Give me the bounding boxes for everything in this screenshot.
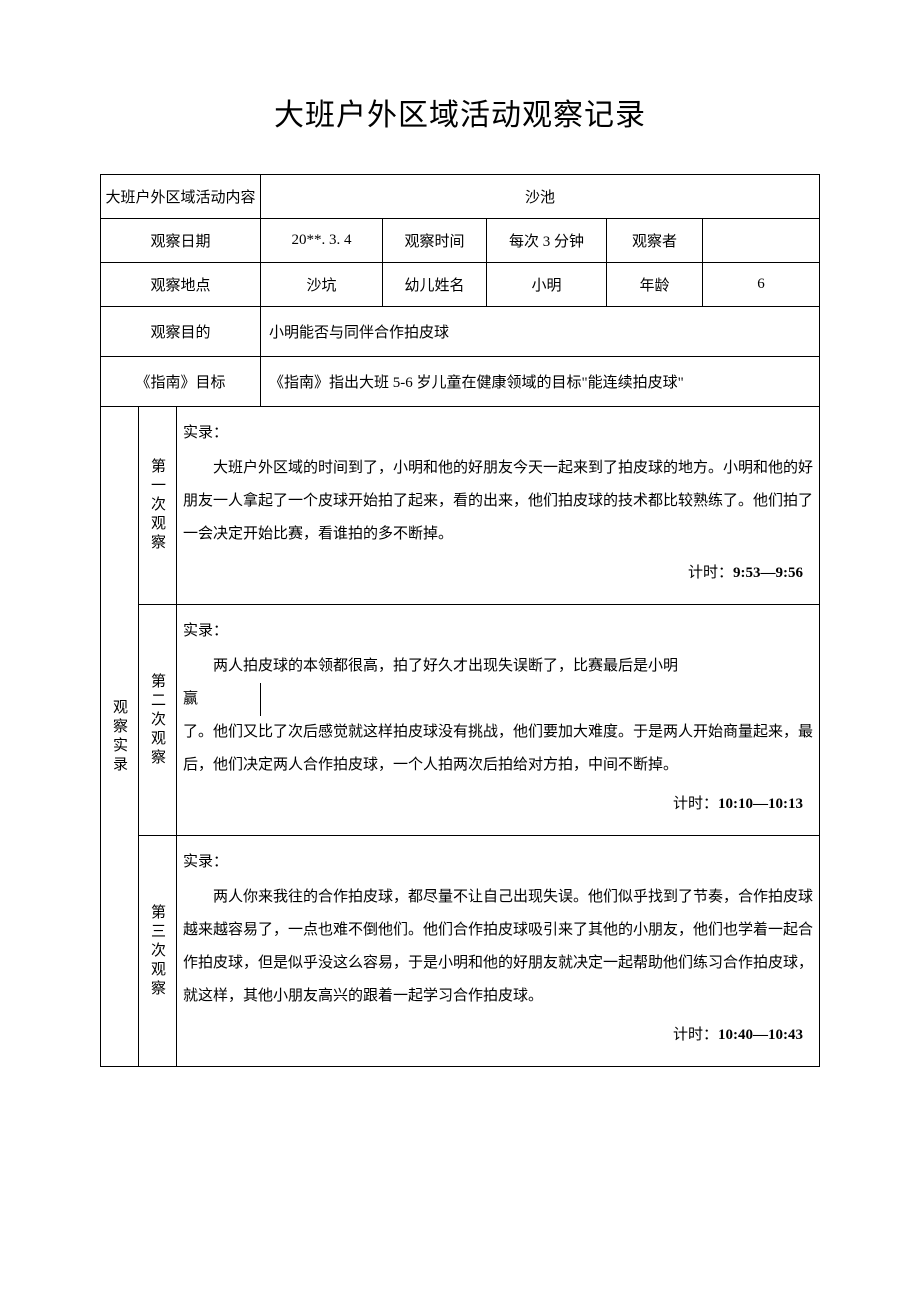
obs2-win-row: 赢 [101, 683, 820, 716]
observer-value [703, 219, 820, 263]
age-label: 年龄 [607, 263, 703, 307]
purpose-value: 小明能否与同伴合作拍皮球 [261, 307, 820, 357]
childname-value: 小明 [487, 263, 607, 307]
obs2-shilu-label: 实录： [183, 615, 813, 648]
obs3-body: 实录： 两人你来我往的合作拍皮球，都尽量不让自己出现失误。他们似乎找到了节奏，合… [177, 836, 820, 1067]
guide-label: 《指南》目标 [101, 357, 261, 407]
obs1-shilu-label: 实录： [183, 417, 813, 450]
page-container: 大班户外区域活动观察记录 大班户外区域活动内容 沙池 观察日期 20**. 3.… [0, 0, 920, 1127]
obs2-body-bottom: 了。他们又比了次后感觉就这样拍皮球没有挑战，他们要加大难度。于是两人开始商量起来… [177, 716, 820, 836]
date-value: 20**. 3. 4 [261, 219, 383, 263]
guide-value: 《指南》指出大班 5-6 岁儿童在健康领域的目标"能连续拍皮球" [261, 357, 820, 407]
purpose-row: 观察目的 小明能否与同伴合作拍皮球 [101, 307, 820, 357]
obs1-timing: 计时：9:53—9:56 [183, 557, 813, 590]
obs3-shilu-label: 实录： [183, 846, 813, 879]
obs2-timing-value: 10:10—10:13 [718, 796, 803, 812]
obs2-text-top: 两人拍皮球的本领都很高，拍了好久才出现失误断了，比赛最后是小明 [183, 650, 813, 683]
obs3-row: 第三次观察 实录： 两人你来我往的合作拍皮球，都尽量不让自己出现失误。他们似乎找… [101, 836, 820, 1067]
obs1-row: 观察实录 第一次观察 实录： 大班户外区域的时间到了，小明和他的好朋友今天一起来… [101, 407, 820, 605]
activity-value: 沙池 [261, 175, 820, 219]
place-value: 沙坑 [261, 263, 383, 307]
obs2-timing-label: 计时： [673, 796, 718, 812]
obs3-side-label: 第三次观察 [139, 836, 177, 1067]
obs1-timing-label: 计时： [688, 565, 733, 581]
obs1-side-label: 第一次观察 [139, 407, 177, 605]
obs2-win-cell: 赢 [177, 683, 261, 716]
obs3-text: 两人你来我往的合作拍皮球，都尽量不让自己出现失误。他们似乎找到了节奏，合作拍皮球… [183, 881, 813, 1013]
observation-table: 大班户外区域活动内容 沙池 观察日期 20**. 3. 4 观察时间 每次 3 … [100, 174, 820, 1067]
obs2-bottom-row: 了。他们又比了次后感觉就这样拍皮球没有挑战，他们要加大难度。于是两人开始商量起来… [101, 716, 820, 836]
purpose-label: 观察目的 [101, 307, 261, 357]
time-label: 观察时间 [383, 219, 487, 263]
obs3-timing-label: 计时： [673, 1027, 718, 1043]
meta-row-1: 观察日期 20**. 3. 4 观察时间 每次 3 分钟 观察者 [101, 219, 820, 263]
date-label: 观察日期 [101, 219, 261, 263]
obs2-side-label: 第二次观察 [139, 605, 177, 836]
obs1-timing-value: 9:53—9:56 [733, 565, 803, 581]
time-value: 每次 3 分钟 [487, 219, 607, 263]
age-value: 6 [703, 263, 820, 307]
activity-row: 大班户外区域活动内容 沙池 [101, 175, 820, 219]
childname-label: 幼儿姓名 [383, 263, 487, 307]
obs2-body-top: 实录： 两人拍皮球的本领都很高，拍了好久才出现失误断了，比赛最后是小明 [177, 605, 820, 684]
obs2-win-spacer [261, 683, 820, 716]
meta-row-2: 观察地点 沙坑 幼儿姓名 小明 年龄 6 [101, 263, 820, 307]
obs2-top-row: 第二次观察 实录： 两人拍皮球的本领都很高，拍了好久才出现失误断了，比赛最后是小… [101, 605, 820, 684]
obs2-timing: 计时：10:10—10:13 [183, 788, 813, 821]
obs3-timing: 计时：10:40—10:43 [183, 1019, 813, 1052]
record-side-label: 观察实录 [101, 407, 139, 1067]
obs1-body: 实录： 大班户外区域的时间到了，小明和他的好朋友今天一起来到了拍皮球的地方。小明… [177, 407, 820, 605]
activity-label: 大班户外区域活动内容 [101, 175, 261, 219]
guide-row: 《指南》目标 《指南》指出大班 5-6 岁儿童在健康领域的目标"能连续拍皮球" [101, 357, 820, 407]
page-title: 大班户外区域活动观察记录 [100, 90, 820, 134]
obs2-text-bottom: 了。他们又比了次后感觉就这样拍皮球没有挑战，他们要加大难度。于是两人开始商量起来… [183, 716, 813, 782]
place-label: 观察地点 [101, 263, 261, 307]
observer-label: 观察者 [607, 219, 703, 263]
obs1-text: 大班户外区域的时间到了，小明和他的好朋友今天一起来到了拍皮球的地方。小明和他的好… [183, 452, 813, 551]
obs3-timing-value: 10:40—10:43 [718, 1027, 803, 1043]
